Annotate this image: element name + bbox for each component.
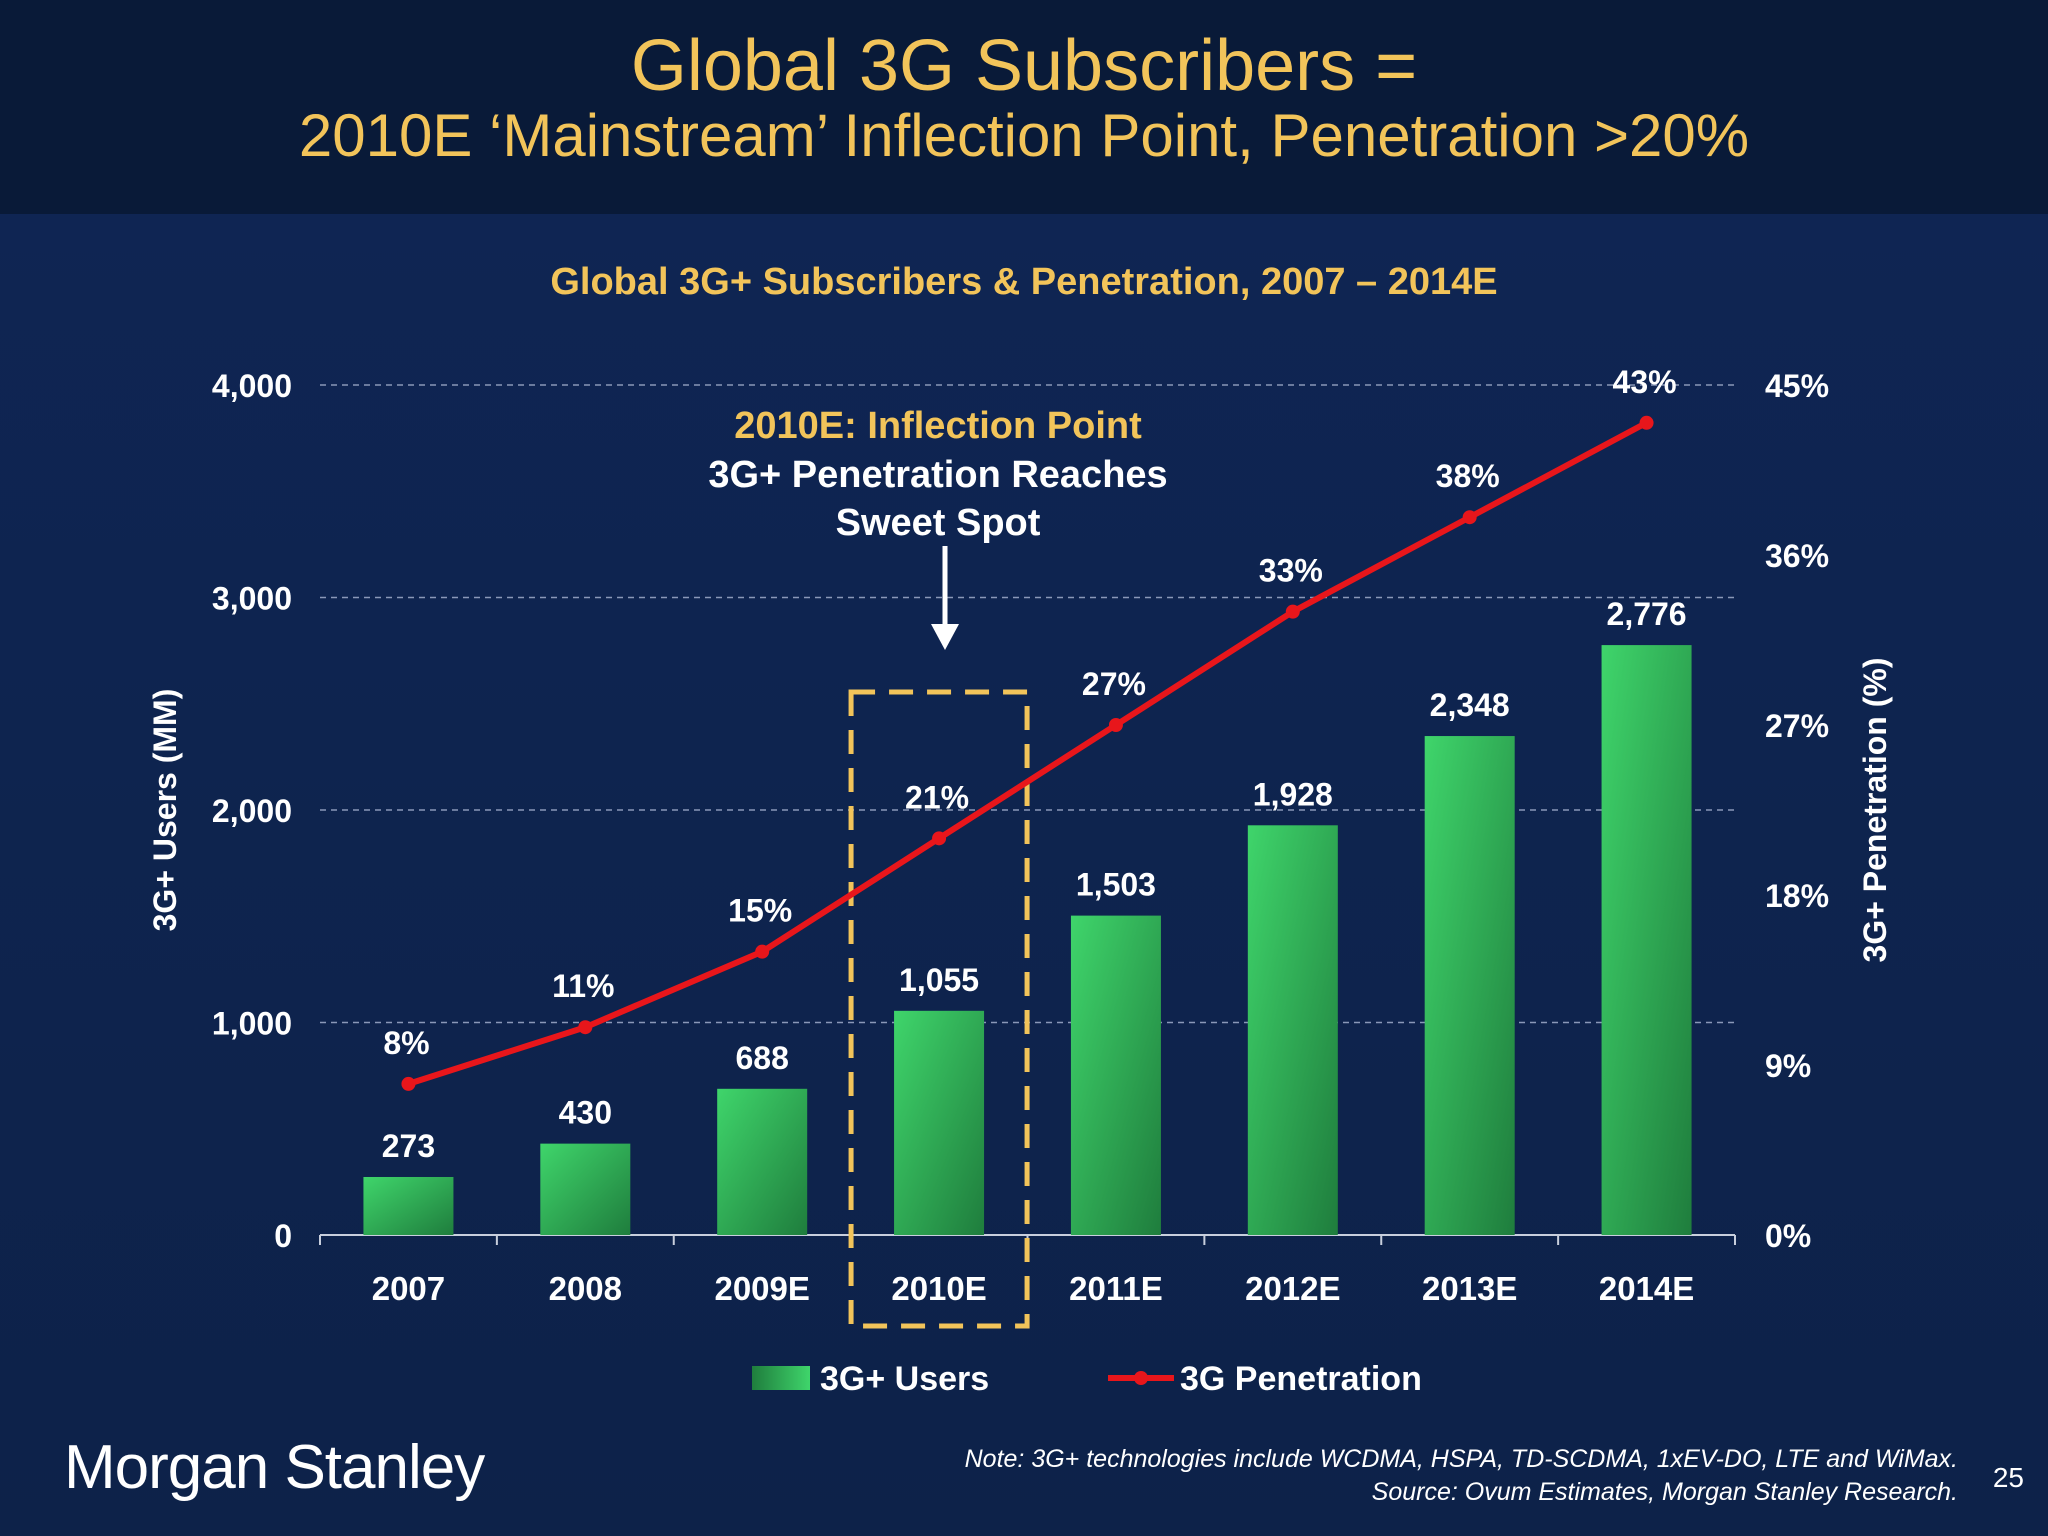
slide-header: Global 3G Subscribers = 2010E ‘Mainstrea… (0, 0, 2048, 214)
bar (1247, 825, 1338, 1235)
penetration-point (1285, 604, 1300, 619)
bar (540, 1143, 631, 1235)
bar-value-label: 1,055 (899, 962, 979, 998)
y2-tick-label: 27% (1765, 708, 1829, 744)
slide-title-line2: 2010E ‘Mainstream’ Inflection Point, Pen… (298, 102, 1750, 169)
penetration-point (755, 944, 770, 959)
y2-tick-label: 0% (1765, 1218, 1811, 1254)
bar (363, 1176, 454, 1235)
x-tick-label: 2009E (714, 1270, 809, 1307)
penetration-label: 21% (905, 779, 969, 815)
bar-value-label: 430 (559, 1095, 612, 1131)
annotation-arrow-head (931, 624, 959, 650)
y-axis-title: 3G+ Users (MM) (147, 689, 183, 932)
bar-value-label: 1,928 (1253, 776, 1333, 812)
legend-swatch-bars (752, 1366, 810, 1390)
page-number: 25 (1992, 1462, 2024, 1493)
legend-label-line: 3G Penetration (1180, 1360, 1422, 1398)
legend-label-bars: 3G+ Users (820, 1360, 989, 1398)
bar-value-label: 1,503 (1076, 867, 1156, 903)
penetration-label: 33% (1259, 553, 1323, 589)
penetration-label: 38% (1436, 458, 1500, 494)
y2-tick-label: 36% (1765, 538, 1829, 574)
highlight-box (848, 689, 1030, 1329)
x-tick-label: 2011E (1069, 1270, 1163, 1307)
brand-logo: Morgan Stanley (64, 1433, 485, 1502)
annotation-heading: 2010E: Inflection Point (734, 405, 1142, 447)
x-tick-label: 2008 (549, 1270, 622, 1307)
x-tick-label: 2007 (372, 1270, 445, 1307)
y2-tick-label: 45% (1765, 368, 1829, 404)
bar (1070, 915, 1161, 1235)
annotation-line3: Sweet Spot (836, 502, 1041, 544)
x-tick-label: 2014E (1599, 1270, 1694, 1307)
y-tick-label: 0 (274, 1218, 292, 1254)
penetration-label: 8% (383, 1025, 429, 1061)
footnote: Note: 3G+ technologies include WCDMA, HS… (658, 1443, 1958, 1509)
penetration-point (1462, 510, 1477, 525)
y2-tick-label: 9% (1765, 1048, 1811, 1084)
bar (1424, 736, 1515, 1235)
y-tick-label: 1,000 (212, 1006, 292, 1042)
legend-swatch-point (1134, 1371, 1148, 1385)
y-tick-label: 4,000 (212, 368, 292, 404)
y2-tick-label: 18% (1765, 878, 1829, 914)
bar (1601, 645, 1692, 1235)
penetration-point (578, 1020, 593, 1035)
penetration-point (932, 831, 947, 846)
slide-title-line1: Global 3G Subscribers = (630, 26, 1418, 106)
penetration-label: 15% (728, 893, 792, 929)
footnote-source: Source: Ovum Estimates, Morgan Stanley R… (1371, 1478, 1958, 1506)
penetration-label: 43% (1613, 364, 1677, 400)
penetration-point (401, 1076, 416, 1091)
bar-value-label: 688 (735, 1040, 788, 1076)
bar-value-label: 2,776 (1607, 596, 1687, 632)
penetration-point (1639, 415, 1654, 430)
x-tick-label: 2012E (1245, 1270, 1340, 1307)
slide-body (0, 214, 2048, 1536)
y2-axis-title: 3G+ Penetration (%) (1857, 658, 1893, 963)
penetration-label: 27% (1082, 666, 1146, 702)
penetration-line (407, 420, 1648, 1087)
y-tick-label: 3,000 (212, 581, 292, 617)
y-tick-label: 2,000 (212, 793, 292, 829)
bar-value-label: 2,348 (1430, 687, 1510, 723)
x-tick-label: 2013E (1422, 1270, 1517, 1307)
bar-value-label: 273 (382, 1128, 435, 1164)
annotation-line2: 3G+ Penetration Reaches (708, 454, 1167, 496)
bar (717, 1088, 808, 1235)
chart-title: Global 3G+ Subscribers & Penetration, 20… (550, 261, 1497, 303)
penetration-label: 11% (552, 968, 614, 1004)
x-tick-label: 2010E (891, 1270, 986, 1307)
footnote-note: Note: 3G+ technologies include WCDMA, HS… (964, 1445, 1958, 1473)
penetration-point (1108, 718, 1123, 732)
bar (894, 1010, 985, 1235)
